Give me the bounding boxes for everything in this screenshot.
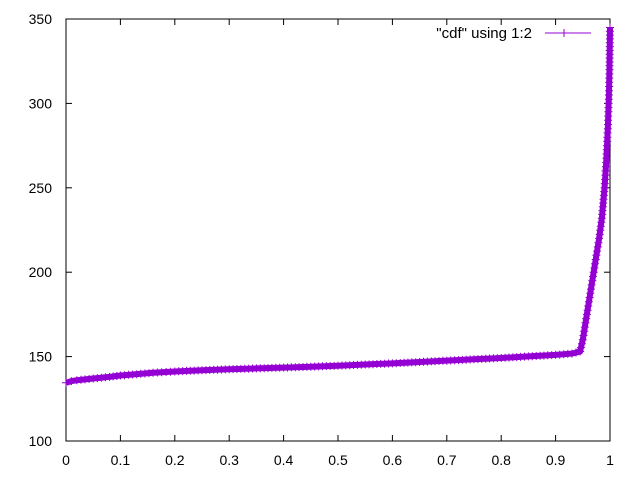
series-line bbox=[65, 27, 613, 386]
series-point bbox=[576, 347, 585, 356]
series-point bbox=[580, 323, 589, 332]
x-tick-label: 0.3 bbox=[219, 452, 239, 468]
series-point bbox=[594, 238, 603, 247]
series-point bbox=[596, 226, 605, 235]
series-point bbox=[589, 272, 597, 281]
plot-frame bbox=[65, 18, 611, 442]
y-tick-label: 200 bbox=[29, 264, 53, 280]
x-tick-label: 0 bbox=[62, 452, 70, 468]
series-point bbox=[577, 343, 585, 352]
series-markers bbox=[62, 23, 614, 387]
series-point bbox=[582, 314, 591, 323]
series-point bbox=[62, 378, 70, 387]
series-point bbox=[578, 335, 587, 344]
series-point bbox=[606, 23, 614, 32]
x-tick-label: 0.7 bbox=[437, 452, 457, 468]
x-tick-label: 0.2 bbox=[165, 452, 185, 468]
series-point bbox=[589, 268, 598, 277]
series-point bbox=[591, 259, 599, 268]
y-tick-label: 150 bbox=[29, 349, 53, 365]
series-layer bbox=[62, 23, 614, 387]
x-tick-label: 0.9 bbox=[546, 452, 566, 468]
x-axis: 0 0.1 0.2 0.3 0.4 0.5 0.6 0.7 0.8 0.9 1 bbox=[62, 19, 614, 468]
legend: "cdf" using 1:2 bbox=[436, 25, 591, 42]
series-point bbox=[583, 306, 592, 315]
series-point bbox=[567, 349, 576, 358]
series-point bbox=[584, 297, 593, 306]
x-tick-label: 0.6 bbox=[383, 452, 403, 468]
series-point bbox=[585, 293, 594, 302]
x-tick-label: 0.1 bbox=[111, 452, 131, 468]
series-point bbox=[595, 234, 604, 243]
x-tick-label: 0.8 bbox=[491, 452, 511, 468]
series-point bbox=[587, 285, 595, 294]
series-point bbox=[587, 280, 596, 289]
series-point bbox=[588, 276, 597, 285]
series-point bbox=[591, 255, 600, 264]
series-point bbox=[590, 264, 599, 272]
x-tick-label: 0.4 bbox=[274, 452, 294, 468]
series-point bbox=[581, 318, 590, 327]
y-tick-label: 300 bbox=[29, 95, 53, 111]
plot-border bbox=[65, 18, 611, 442]
series-point bbox=[592, 251, 601, 260]
x-tick-label: 1 bbox=[606, 452, 614, 468]
y-tick-label: 250 bbox=[29, 180, 53, 196]
series-point bbox=[593, 247, 602, 256]
series-point bbox=[586, 289, 595, 298]
series-point bbox=[67, 377, 76, 386]
series-point bbox=[580, 327, 589, 336]
y-tick-label: 100 bbox=[29, 433, 53, 449]
series-point bbox=[593, 242, 602, 251]
y-tick-label: 350 bbox=[29, 11, 53, 27]
series-point bbox=[584, 302, 593, 310]
series-point bbox=[579, 331, 588, 340]
y-axis: 100 150 200 250 300 350 bbox=[29, 11, 610, 449]
series-point bbox=[577, 339, 586, 348]
x-tick-label: 0.5 bbox=[328, 452, 348, 468]
series-point bbox=[572, 348, 580, 357]
legend-entry-label: "cdf" using 1:2 bbox=[436, 25, 532, 42]
series-point bbox=[582, 310, 591, 319]
